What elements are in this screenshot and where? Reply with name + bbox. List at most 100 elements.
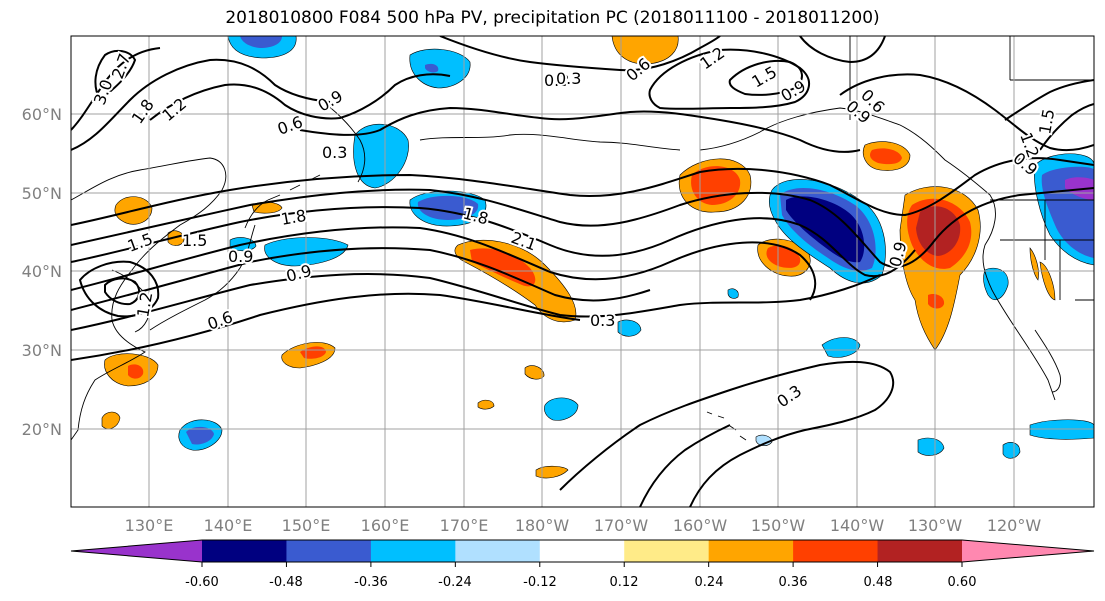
latitude-label: 30°N [22, 341, 62, 360]
colorbar-tick-label: 0.36 [779, 575, 808, 590]
colorbar-tick-label: -0.12 [523, 575, 557, 590]
map-content: 3.0 2.7 1.8 1.2 0.9 0.6 0.3 1.5 1.8 1.5 … [71, 36, 1094, 507]
pv-contour-line [559, 360, 895, 507]
colorbar-tick-label: -0.48 [269, 575, 303, 590]
precip-anomaly-negative [353, 123, 409, 189]
colorbar-tick-label: 0.60 [948, 575, 977, 590]
precip-anomaly-negative [240, 36, 282, 48]
north-border-lines [849, 36, 1094, 120]
longitude-label: 120°W [987, 516, 1042, 535]
longitude-label: 150°W [751, 516, 806, 535]
colorbar-tick-label: 0.12 [610, 575, 639, 590]
pv-contour-line [71, 292, 581, 361]
colorbar-tick-label: -0.36 [354, 575, 388, 590]
precip-anomaly-positive [916, 206, 961, 256]
precip-anomaly-negative [786, 196, 865, 263]
colorbar-cell [455, 540, 541, 562]
pv-contour-line [71, 247, 651, 311]
precip-anomaly-positive [477, 399, 495, 410]
longitude-label: 130°E [125, 516, 174, 535]
pv-contour-line [71, 47, 161, 131]
contour-label: 0.3 [556, 69, 581, 88]
precip-anomaly-negative [1002, 442, 1021, 459]
pv-contour-line [78, 260, 160, 318]
precip-anomaly-negative [617, 319, 642, 337]
precip-anomaly-negative [186, 426, 214, 445]
precip-anomaly-negative [425, 63, 439, 73]
pv-contour-line [71, 273, 881, 331]
pv-contour-line [839, 73, 1094, 152]
hawaii-islands [706, 411, 747, 441]
colorbar-cell [877, 540, 963, 562]
colorbar-labels: -0.60 -0.48 -0.36 -0.24 -0.12 0.12 0.24 … [185, 575, 976, 590]
pv-contour-line [71, 226, 817, 301]
longitude-label: 130°W [908, 516, 963, 535]
us-border-lines [990, 199, 1094, 301]
colorbar-tick-label: -0.60 [185, 575, 219, 590]
colorbar-cell [624, 540, 710, 562]
pv-contour-line [104, 277, 141, 306]
pv-contours [71, 36, 1094, 507]
pv-contour-line [71, 58, 331, 151]
contour-label: 0.3 [590, 311, 615, 330]
precip-anomaly-positive [101, 411, 121, 430]
colorbar-cell [202, 540, 287, 562]
longitude-label: 170°E [440, 516, 489, 535]
precip-anomaly-negative [544, 397, 579, 421]
pv-contour-line [639, 424, 731, 507]
pv-contour-line [71, 206, 916, 278]
precip-anomaly-positive [870, 148, 902, 165]
longitude-label: 140°W [830, 516, 885, 535]
colorbar-ticks [201, 562, 963, 567]
pv-contour-line [799, 36, 886, 64]
alaska-coastline [759, 107, 1056, 401]
contour-label: 1.5 [182, 231, 207, 250]
colorbar-cell [708, 540, 794, 562]
pv-contour-line [94, 49, 137, 102]
longitude-labels: 130°E 140°E 150°E 160°E 170°E 180°W 170°… [125, 516, 1042, 535]
pv-contour-line [1004, 79, 1094, 121]
longitude-label: 160°E [361, 516, 410, 535]
colorbar-extend-low [71, 540, 202, 562]
latitude-label: 60°N [22, 105, 62, 124]
colorbar-tick-label: 0.48 [864, 575, 893, 590]
map-frame [70, 35, 1095, 508]
longitude-label: 180°W [515, 516, 570, 535]
precip-anomaly-negative [917, 437, 945, 456]
longitude-label: 140°E [204, 516, 253, 535]
precip-anomaly-positive [524, 365, 545, 380]
precip-anomaly-negative [409, 48, 471, 89]
pv-contour-line [149, 73, 451, 121]
colorbar-cell [286, 540, 372, 562]
colorbar: -0.60 -0.48 -0.36 -0.24 -0.12 0.12 0.24 … [70, 539, 1095, 590]
graticule [71, 36, 1094, 507]
precip-anomaly-positive [167, 230, 185, 246]
colorbar-cell [370, 540, 456, 562]
precip-anomaly-positive [128, 364, 144, 379]
latitude-label: 40°N [22, 262, 62, 281]
precip-anomaly-positive [470, 248, 536, 287]
japan-coastline [149, 199, 269, 331]
precip-anomaly-negative [1029, 419, 1094, 440]
precip-anomaly-positive [928, 294, 945, 309]
pv-contour-line [71, 187, 1094, 268]
pv-contour-line [1039, 103, 1094, 151]
colorbar-cell [793, 540, 879, 562]
baja-coastline [1034, 329, 1061, 393]
latitude-label: 20°N [22, 420, 62, 439]
precip-anomaly-positive [1029, 247, 1039, 281]
figure-title: 2018010800 F084 500 hPa PV, precipitatio… [225, 8, 880, 28]
colorbar-extend-high [962, 540, 1094, 562]
longitude-label: 150°E [282, 516, 331, 535]
precip-anomaly-negative [727, 288, 739, 299]
contour-label: 0.9 [228, 247, 253, 266]
pv-contour-line [71, 157, 1094, 226]
longitude-label: 160°W [673, 516, 728, 535]
precip-anomaly-negative [821, 337, 861, 358]
latitude-label: 50°N [22, 184, 62, 203]
asia-coastline [71, 157, 227, 441]
pv-contour-line [439, 36, 721, 72]
pv-contour-line [648, 48, 810, 110]
contour-label: 0.3 [544, 71, 569, 90]
